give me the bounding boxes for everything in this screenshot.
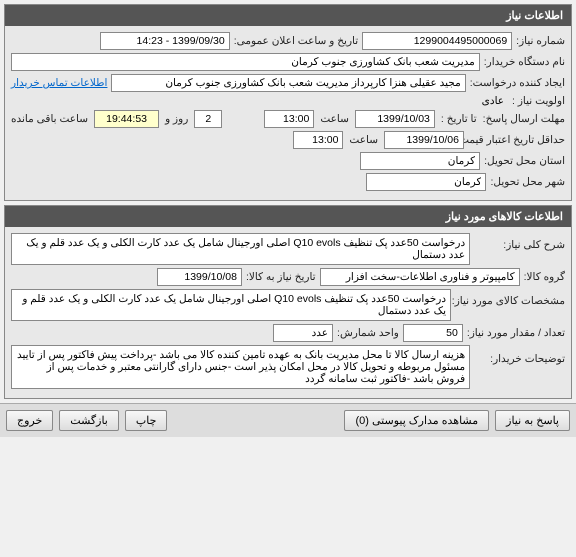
back-button[interactable]: بازگشت [59,410,119,431]
exit-button[interactable]: خروج [6,410,53,431]
time-remaining-input [94,110,159,128]
delivery-city-label: شهر محل تحویل: [490,176,565,188]
contact-link[interactable]: اطلاعات تماس خریدار [11,77,107,89]
days-label: روز و [165,113,188,125]
min-credit-hour-input[interactable] [293,131,343,149]
deadline-label: مهلت ارسال پاسخ: [483,113,565,125]
min-credit-hour-label: ساعت [349,134,378,146]
items-panel: اطلاعات کالاهای مورد نیاز شرح کلی نیاز: … [4,205,572,399]
buyer-label: نام دستگاه خریدار: [484,56,565,68]
delivery-province-input[interactable] [360,152,480,170]
explain-label: توضیحات خریدار: [474,345,565,365]
priority-label: اولویت نیاز : [512,95,565,107]
need-info-header: اطلاعات نیاز [5,5,571,26]
item-date-label: تاریخ نیاز به کالا: [246,271,316,283]
reply-button[interactable]: پاسخ به نیاز [495,410,570,431]
items-body: شرح کلی نیاز: گروه کالا: تاریخ نیاز به ک… [5,227,571,398]
public-announce-label: تاریخ و ساعت اعلان عمومی: [234,35,358,47]
delivery-province-label: استان محل تحویل: [484,155,565,167]
creator-input[interactable] [111,74,465,92]
deadline-hour-label: ساعت [320,113,349,125]
to-date-label: تا تاریخ : [441,113,477,125]
spec-textarea[interactable] [11,289,451,321]
need-info-body: شماره نیاز: تاریخ و ساعت اعلان عمومی: نا… [5,26,571,200]
spec-label: مشخصات کالای مورد نیاز: [455,289,565,307]
min-credit-date-input[interactable] [384,131,464,149]
general-desc-textarea[interactable] [11,233,470,265]
need-info-panel: اطلاعات نیاز شماره نیاز: تاریخ و ساعت اع… [4,4,572,201]
buyer-input[interactable] [11,53,480,71]
delivery-city-input[interactable] [366,173,486,191]
qty-label: تعداد / مقدار مورد نیاز: [467,327,565,339]
print-button[interactable]: چاپ [125,410,168,431]
general-desc-label: شرح کلی نیاز: [474,233,565,251]
days-remaining-input [194,110,222,128]
group-input[interactable] [320,268,520,286]
unit-label: واحد شمارش: [337,327,399,339]
public-announce-input[interactable] [100,32,230,50]
item-date-input[interactable] [157,268,242,286]
deadline-date-input[interactable] [355,110,435,128]
deadline-hour-input[interactable] [264,110,314,128]
min-credit-label: حداقل تاریخ اعتبار قیمت: [470,134,565,146]
need-number-label: شماره نیاز: [516,35,565,47]
priority-value: عادی [478,95,508,107]
explain-textarea[interactable] [11,345,470,389]
items-header: اطلاعات کالاهای مورد نیاز [5,206,571,227]
need-number-input[interactable] [362,32,512,50]
remaining-label: ساعت باقی مانده [11,113,88,125]
footer-bar: پاسخ به نیاز مشاهده مدارک پیوستی (0) چاپ… [0,403,576,437]
attachments-button[interactable]: مشاهده مدارک پیوستی (0) [344,410,489,431]
group-label: گروه کالا: [524,271,565,283]
unit-input[interactable] [273,324,333,342]
qty-input[interactable] [403,324,463,342]
creator-label: ایجاد کننده درخواست: [470,77,565,89]
